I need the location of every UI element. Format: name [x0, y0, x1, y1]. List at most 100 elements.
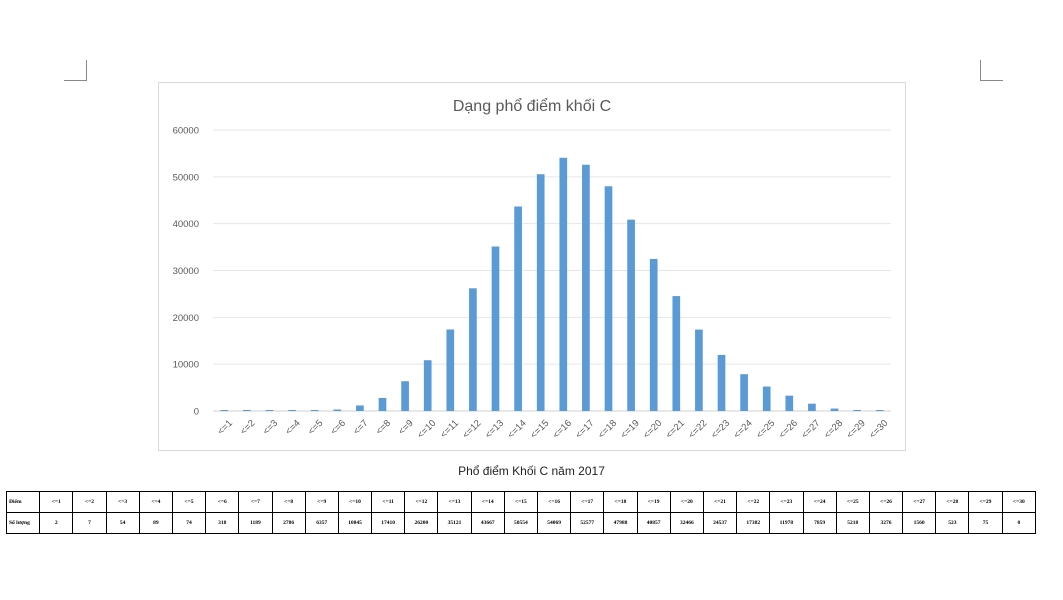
x-tick-label: <=1	[216, 418, 235, 437]
bar	[762, 386, 771, 411]
table-value-cell: 74	[171, 512, 207, 534]
table-value-cell: 52577	[570, 512, 605, 534]
x-tick-label: <=30	[867, 418, 890, 441]
table-header-cell: <=14	[470, 491, 505, 513]
score-table: Điểm <=1 <=2 <=3 <=4 <=5 <=6 <=7 <=8 <=9 <=10 <=11…	[5, 491, 1037, 534]
table-value-cell: 6357	[304, 512, 339, 534]
x-tick-label: <=5	[306, 418, 325, 437]
table-value-cell: 1189	[238, 512, 273, 534]
x-tick-label: <=15	[528, 418, 551, 441]
x-tick-label: <=12	[460, 418, 483, 441]
bar	[265, 410, 274, 411]
bar	[875, 410, 884, 411]
x-tick-label: <=29	[845, 418, 868, 441]
x-tick-label: <=21	[664, 418, 687, 441]
table-value-cell: 318	[205, 512, 240, 534]
table-header-cell: <=20	[669, 491, 704, 513]
x-tick-label: <=9	[396, 418, 415, 437]
x-tick-label: <=23	[709, 418, 732, 441]
y-axis-ticks: 0 10000 20000 30000 40000 50000 60000	[173, 126, 199, 418]
bar	[627, 219, 635, 411]
y-tick-label: 60000	[173, 126, 199, 137]
table-header-label: Điểm	[5, 491, 41, 513]
x-tick-label: <=4	[283, 418, 302, 437]
y-tick-label: 0	[194, 407, 199, 418]
table-value-cell: 3276	[868, 512, 904, 534]
table-header-cell: <=15	[503, 491, 539, 513]
crop-mark-right	[980, 60, 1003, 81]
chart-caption: Phổ điểm Khối C năm 2017	[458, 464, 605, 478]
table-header-cell: <=8	[271, 491, 306, 513]
table-header-cell: <=9	[304, 491, 339, 513]
bar	[559, 157, 568, 411]
bar	[469, 288, 477, 411]
table-value-cell: 54069	[536, 512, 572, 534]
x-tick-label: <=26	[777, 418, 800, 441]
x-tick-label: <=20	[641, 418, 664, 441]
table-header-cell: <=13	[437, 491, 472, 513]
table-value-cell: 523	[935, 512, 970, 534]
table-value-cell: 7	[72, 512, 107, 534]
table-value-cell: 10845	[337, 512, 373, 534]
table-value-cell: 7859	[802, 512, 837, 534]
table-header-cell: <=29	[968, 491, 1003, 513]
table-header-cell: <=30	[1001, 491, 1037, 513]
x-tick-label: <=19	[619, 418, 642, 441]
x-tick-label: <=28	[822, 418, 845, 441]
bar	[423, 360, 432, 411]
table-header-cell: <=2	[72, 491, 107, 513]
table-value-cell: 17410	[371, 512, 406, 534]
x-tick-label: <=11	[438, 418, 461, 441]
table-header-cell: <=27	[902, 491, 937, 513]
y-tick-label: 10000	[173, 360, 199, 371]
bar	[446, 329, 455, 411]
bar	[536, 174, 545, 411]
table-value-cell: 17382	[736, 512, 771, 534]
bar	[356, 405, 364, 411]
bar	[695, 329, 703, 411]
x-tick-label: <=7	[351, 418, 370, 437]
table-row-label: Số lượng	[5, 512, 41, 534]
x-tick-label: <=10	[415, 418, 438, 441]
bar	[785, 395, 794, 411]
table-value-cell: 24537	[702, 512, 738, 534]
bar	[288, 410, 296, 411]
bar	[378, 397, 387, 411]
table-value-row: Số lượng 2 7 54 89 74 318 1189 2786 6357 10845 174…	[5, 512, 1037, 534]
table-value-cell: 75	[968, 512, 1003, 534]
table-header-cell: <=21	[702, 491, 738, 513]
table-value-cell: 5218	[835, 512, 870, 534]
table-header-cell: <=22	[736, 491, 771, 513]
bar	[491, 246, 500, 411]
table-value-cell: 0	[1001, 512, 1037, 534]
chart-title: Dạng phổ điểm khối C	[453, 97, 611, 115]
table-header-cell: <=23	[769, 491, 804, 513]
x-tick-label: <=3	[261, 418, 280, 437]
chart-frame[interactable]: Dạng phổ điểm khối C 0 10000 20000 30000 400…	[158, 82, 906, 451]
bar	[333, 409, 342, 411]
x-tick-label: <=25	[754, 418, 777, 441]
table-header-cell: <=18	[603, 491, 638, 513]
table-header-cell: <=10	[337, 491, 373, 513]
bars	[220, 157, 884, 411]
score-distribution-chart: Dạng phổ điểm khối C 0 10000 20000 30000 400…	[173, 97, 891, 441]
table-header-cell: <=24	[802, 491, 837, 513]
table-header-cell: <=11	[371, 491, 406, 513]
table-value-cell: 1560	[902, 512, 937, 534]
table-header-cell: <=12	[404, 491, 439, 513]
y-tick-label: 40000	[173, 219, 199, 230]
bar	[672, 296, 681, 411]
bar	[401, 381, 409, 411]
bar	[582, 164, 590, 411]
bar	[808, 403, 816, 411]
gridlines	[213, 129, 891, 412]
table-header-cell: <=25	[835, 491, 870, 513]
table-value-cell: 32466	[669, 512, 704, 534]
table-value-cell: 26200	[404, 512, 439, 534]
table-value-cell: 43667	[470, 512, 505, 534]
x-tick-label: <=18	[596, 418, 619, 441]
bar	[649, 258, 658, 411]
bar	[717, 354, 726, 411]
x-tick-label: <=14	[506, 418, 529, 441]
x-tick-label: <=27	[799, 418, 822, 441]
